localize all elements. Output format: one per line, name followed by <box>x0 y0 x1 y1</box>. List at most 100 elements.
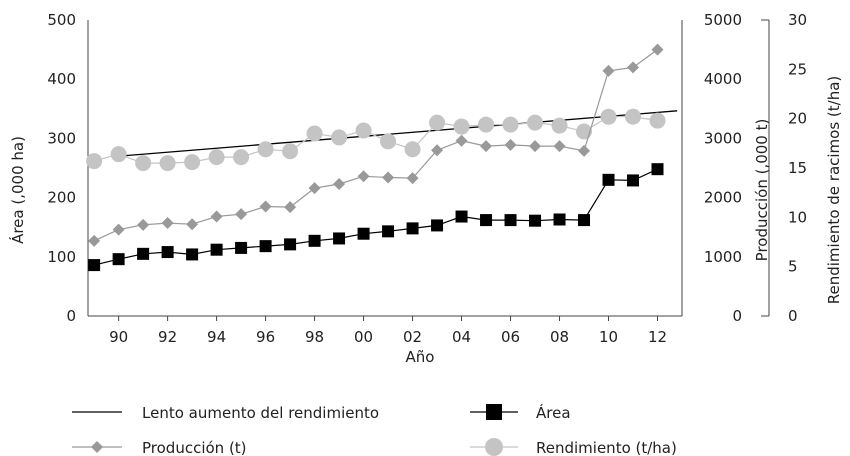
point-production <box>357 170 370 183</box>
x-tick-label: 02 <box>403 328 422 346</box>
point-area <box>602 173 615 186</box>
series <box>86 43 666 272</box>
right2-tick-label: 20 <box>788 110 807 128</box>
x-tick-label: 12 <box>648 328 667 346</box>
point-production <box>161 217 174 230</box>
left-tick-label: 0 <box>66 307 76 325</box>
point-yield <box>135 155 152 172</box>
point-yield <box>649 112 666 129</box>
point-yield <box>184 154 201 171</box>
point-production <box>406 172 419 185</box>
point-yield <box>86 153 103 170</box>
legend: Lento aumento del rendimiento Área Produ… <box>72 403 677 456</box>
x-tick-label: 08 <box>550 328 569 346</box>
right1-tick-label: 0 <box>732 307 742 325</box>
point-production <box>504 138 517 151</box>
point-area <box>88 259 101 272</box>
point-yield <box>110 146 127 163</box>
point-yield <box>208 149 225 166</box>
point-production <box>235 208 248 221</box>
point-production <box>186 218 199 231</box>
point-production <box>431 144 444 157</box>
right1-tick-label: 3000 <box>704 129 742 147</box>
series-area <box>88 163 664 272</box>
legend-swatch-production <box>91 441 103 453</box>
x-tick-label: 10 <box>599 328 618 346</box>
point-production <box>284 201 297 214</box>
point-area <box>578 214 591 227</box>
right1-tick-label: 2000 <box>704 189 742 207</box>
point-production <box>137 218 150 231</box>
x-tick-label: 94 <box>207 328 226 346</box>
right2-tick-label: 30 <box>788 11 807 29</box>
point-yield <box>282 143 299 160</box>
point-yield <box>257 141 274 158</box>
trend-line <box>118 110 678 157</box>
point-area <box>406 222 419 235</box>
point-yield <box>478 116 495 133</box>
series-line-trend <box>118 110 678 157</box>
left-tick-label: 400 <box>47 70 76 88</box>
point-yield <box>625 108 642 125</box>
point-yield <box>502 116 519 133</box>
left-tick-label: 300 <box>47 129 76 147</box>
point-area <box>651 163 664 176</box>
point-area <box>431 219 444 232</box>
legend-swatch-area <box>486 404 502 420</box>
point-area <box>455 210 468 223</box>
point-area <box>235 241 248 254</box>
x-tick-label: 98 <box>305 328 324 346</box>
x-tick-label: 06 <box>501 328 520 346</box>
series-line-production <box>93 49 658 242</box>
right2-tick-label: 25 <box>788 60 807 78</box>
point-area <box>210 243 223 256</box>
point-area <box>529 214 542 227</box>
x-tick-label: 90 <box>109 328 128 346</box>
point-production <box>529 140 542 153</box>
point-area <box>357 227 370 240</box>
point-production <box>112 223 125 236</box>
point-production <box>578 144 591 157</box>
legend-label-production: Producción (t) <box>142 439 247 456</box>
x-tick-label: 04 <box>452 328 471 346</box>
point-area <box>284 238 297 251</box>
right1-tick-label: 5000 <box>704 11 742 29</box>
right1-tick-label: 1000 <box>704 248 742 266</box>
x-tick-label: 00 <box>354 328 373 346</box>
point-yield <box>527 114 544 131</box>
point-area <box>259 240 272 253</box>
point-area <box>553 213 566 226</box>
point-yield <box>404 141 421 158</box>
left-axis-label: Área (,000 ha) <box>8 136 27 244</box>
point-yield <box>380 133 397 150</box>
series-yield <box>86 108 666 172</box>
tick-labels: 90 92 94 96 98 00 02 04 06 08 10 120100200300400500… <box>47 11 807 346</box>
point-production <box>651 43 664 56</box>
series-line-yield <box>93 116 658 164</box>
right2-tick-label: 15 <box>788 159 807 177</box>
point-area <box>480 214 493 227</box>
series-trend <box>118 110 678 157</box>
point-yield <box>159 155 176 172</box>
point-yield <box>600 108 617 125</box>
point-production <box>259 200 272 213</box>
point-yield <box>429 114 446 131</box>
axes <box>87 19 770 321</box>
point-yield <box>551 117 568 134</box>
point-yield <box>306 125 323 142</box>
legend-item-production: Producción (t) <box>72 439 247 456</box>
right2-tick-label: 5 <box>788 258 798 276</box>
legend-label-trend: Lento aumento del rendimiento <box>142 404 379 422</box>
point-area <box>504 214 517 227</box>
right1-axis-label: Producción (,000 t) <box>753 119 771 262</box>
right2-tick-label: 10 <box>788 208 807 226</box>
point-area <box>161 246 174 259</box>
point-yield <box>453 118 470 135</box>
legend-item-trend: Lento aumento del rendimiento <box>72 404 379 422</box>
legend-swatch-yield <box>485 438 503 456</box>
point-production <box>210 210 223 223</box>
point-area <box>308 234 321 247</box>
point-production <box>553 140 566 153</box>
left-tick-label: 200 <box>47 189 76 207</box>
